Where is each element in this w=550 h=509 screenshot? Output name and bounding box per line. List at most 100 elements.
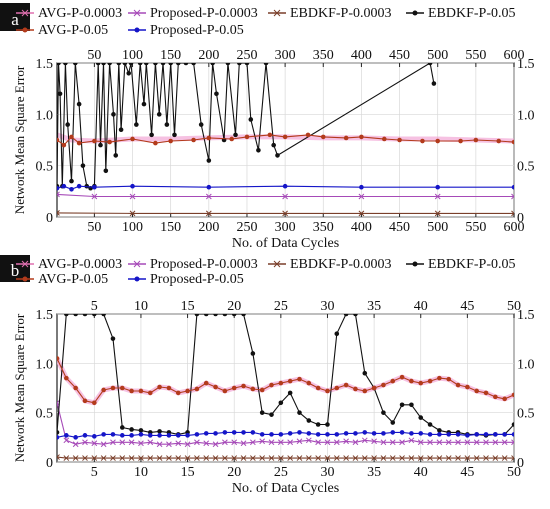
data-point [353, 431, 358, 436]
data-point [175, 390, 181, 396]
data-point [305, 437, 312, 444]
data-point [343, 135, 349, 141]
data-point [157, 429, 162, 434]
data-point [418, 380, 424, 386]
data-point [297, 410, 302, 415]
data-point [431, 81, 437, 86]
data-point [409, 378, 414, 384]
data-point [389, 439, 396, 446]
x-tick-label: 250 [236, 220, 257, 235]
data-point [160, 63, 166, 66]
data-point [464, 439, 471, 446]
data-point [100, 441, 107, 448]
data-point [129, 193, 136, 200]
data-point [409, 402, 414, 408]
x-tick-label-top: 45 [460, 299, 474, 314]
legend-label-0: AVG-P-0.0003 [38, 257, 122, 272]
data-point [455, 439, 461, 446]
x-tick-label: 350 [313, 220, 334, 235]
data-point [436, 439, 443, 446]
data-point [149, 132, 154, 138]
x-tick-label: 15 [181, 465, 195, 480]
data-point [119, 425, 125, 430]
plot-area [57, 314, 514, 461]
data-point [446, 376, 452, 382]
data-point [231, 455, 238, 461]
data-point [455, 382, 461, 388]
data-point [156, 112, 162, 117]
x-axis-label: No. of Data Cycles [232, 481, 339, 496]
data-point [371, 438, 377, 445]
data-point [231, 385, 237, 391]
data-point [129, 427, 134, 432]
x-tick-label-top: 15 [181, 299, 195, 314]
data-point [91, 455, 98, 461]
data-point [101, 432, 106, 437]
y-axis-label: Network Mean Square Error [12, 65, 27, 214]
data-point [483, 455, 489, 461]
data-point [82, 433, 88, 438]
data-point [57, 210, 60, 216]
x-tick-label: 400 [351, 220, 372, 235]
data-point [166, 441, 172, 448]
data-point [222, 439, 228, 446]
data-point [380, 455, 387, 461]
data-point [76, 140, 82, 146]
data-point [511, 210, 514, 217]
data-point [213, 384, 218, 390]
data-point [237, 63, 242, 66]
panel-b: b5 10 15 20 25 30 35 40 45 505 10 15 20 25 30 35 40 45 500… [0, 255, 535, 496]
x-tick-label: 200 [198, 220, 219, 235]
data-point [343, 431, 349, 436]
data-point [511, 432, 514, 437]
legend-label-1: Proposed-P-0.0003 [150, 6, 258, 21]
x-tick-label: 10 [134, 465, 148, 480]
data-point [435, 138, 441, 144]
data-point [492, 439, 499, 446]
data-point [282, 134, 288, 140]
data-point [325, 388, 330, 394]
y-tick-label: 1.5 [36, 57, 54, 72]
data-point [297, 376, 302, 382]
data-point [324, 439, 331, 446]
y-tick-label: 0.5 [36, 407, 54, 422]
data-point [343, 455, 349, 461]
data-point [147, 455, 154, 461]
legend-label-5: Proposed-P-0.05 [150, 272, 244, 287]
data-point [194, 439, 200, 446]
data-point [205, 210, 212, 217]
data-point [353, 314, 358, 317]
data-point [64, 375, 69, 381]
data-point [417, 439, 424, 446]
data-point [82, 398, 88, 404]
legend-label-3: EBDKF-P-0.05 [428, 257, 516, 272]
x-tick-label: 150 [160, 220, 181, 235]
data-point [268, 455, 275, 461]
data-point [359, 184, 364, 190]
data-point [427, 63, 433, 66]
data-point [244, 63, 250, 66]
data-point [269, 432, 274, 437]
data-point [147, 433, 153, 438]
data-point [511, 193, 514, 200]
data-point [502, 396, 507, 402]
data-point [57, 185, 60, 191]
legend-marker-3 [412, 10, 418, 16]
data-point [119, 433, 125, 438]
data-point [483, 432, 489, 437]
data-point [95, 63, 101, 66]
x-tick-label-top: 300 [275, 48, 296, 63]
data-point [198, 122, 204, 127]
data-point [168, 138, 173, 144]
data-point [185, 433, 190, 438]
data-point [278, 380, 284, 386]
data-point [128, 439, 135, 446]
data-point [399, 455, 405, 461]
data-point [91, 193, 98, 200]
data-point [63, 455, 70, 461]
x-tick-label: 20 [227, 465, 241, 480]
y-tick-label: 0.5 [36, 160, 54, 175]
data-point [203, 380, 209, 386]
data-point [382, 136, 387, 142]
data-point [315, 432, 321, 437]
